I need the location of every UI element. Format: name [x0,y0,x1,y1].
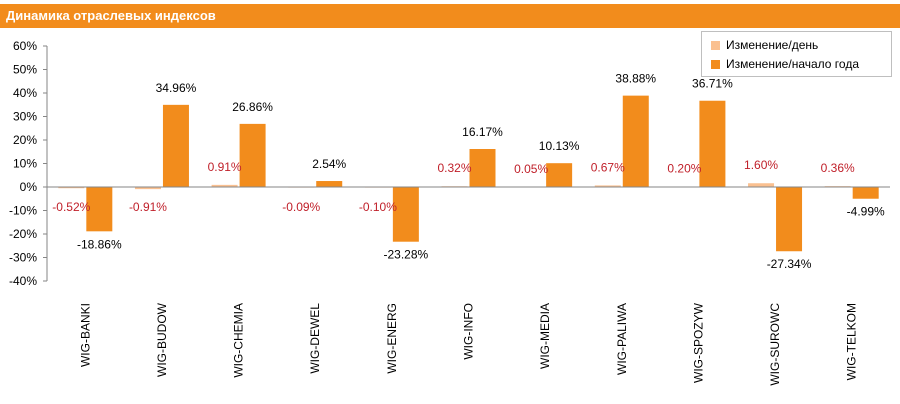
category-label: WIG-SPOZYW [691,302,705,383]
legend-label-year: Изменение/начало года [726,57,859,71]
y-tick-label: 20% [13,133,37,147]
chart-legend: Изменение/день Изменение/начало года [701,31,892,77]
y-tick-label: 0% [20,180,38,194]
bar-year [86,187,113,232]
data-label-year: -4.99% [847,205,885,219]
bar-year [546,163,573,187]
data-label-day: 0.36% [821,161,855,175]
bar-year [776,187,803,252]
data-label-day: -0.52% [52,200,90,214]
data-label-year: -27.34% [767,257,812,271]
legend-label-day: Изменение/день [726,38,819,52]
bar-day [58,187,85,189]
category-label: WIG-DEWEL [308,303,322,374]
bar-year [239,123,266,187]
data-label-year: 34.96% [156,81,197,95]
category-label: WIG-INFO [462,303,476,360]
legend-swatch-day [711,41,720,51]
bar-year [622,95,649,187]
y-tick-label: -40% [9,274,37,288]
data-label-day: 0.32% [437,161,471,175]
data-label-year: 16.17% [462,125,503,139]
bar-day [594,185,621,187]
bar-day [134,187,161,190]
chart-title: Динамика отраслевых индексов [6,8,216,23]
data-label-day: -0.09% [282,200,320,214]
y-tick-label: 60% [13,39,37,53]
data-label-day: 0.20% [667,162,701,176]
y-tick-label: -10% [9,204,37,218]
category-label: WIG-PALIWA [615,303,629,375]
data-label-year: 26.86% [232,100,273,114]
category-label: WIG-BANKI [78,303,92,367]
category-label: WIG-TELKOM [845,303,859,380]
y-tick-label: -20% [9,227,37,241]
bar-day [211,184,238,187]
y-tick-label: 40% [13,86,37,100]
bar-year [852,187,879,199]
data-label-year: 2.54% [312,157,346,171]
bar-year [469,149,496,187]
data-label-year: -23.28% [384,248,429,262]
data-label-year: 38.88% [615,72,656,86]
data-label-day: -0.10% [359,200,397,214]
y-tick-label: 50% [13,63,37,77]
category-label: WIG-ENERG [385,303,399,374]
data-label-day: 0.05% [514,162,548,176]
data-label-year: 10.13% [539,139,580,153]
y-tick-label: 10% [13,157,37,171]
bar-year [392,187,419,242]
category-label: WIG-BUDOW [155,302,169,377]
data-label-year: 36.71% [692,77,733,91]
category-label: WIG-MEDIA [538,303,552,369]
bar-year [316,181,343,187]
chart-title-bar: Динамика отраслевых индексов [0,4,900,28]
category-label: WIG-SUROWC [768,303,782,386]
category-label: WIG-CHEMIA [232,303,246,378]
bar-year [699,100,726,187]
legend-item-year: Изменение/начало года [711,57,859,73]
data-label-day: 0.91% [208,160,242,174]
data-label-year: -18.86% [77,237,122,251]
y-tick-label: -30% [9,251,37,265]
data-label-day: 1.60% [744,158,778,172]
legend-item-day: Изменение/день [711,38,818,54]
y-tick-label: 30% [13,110,37,124]
legend-swatch-year [711,60,720,70]
bar-year [162,104,189,187]
data-label-day: -0.91% [129,200,167,214]
bar-day [748,183,775,187]
data-label-day: 0.67% [591,160,625,174]
